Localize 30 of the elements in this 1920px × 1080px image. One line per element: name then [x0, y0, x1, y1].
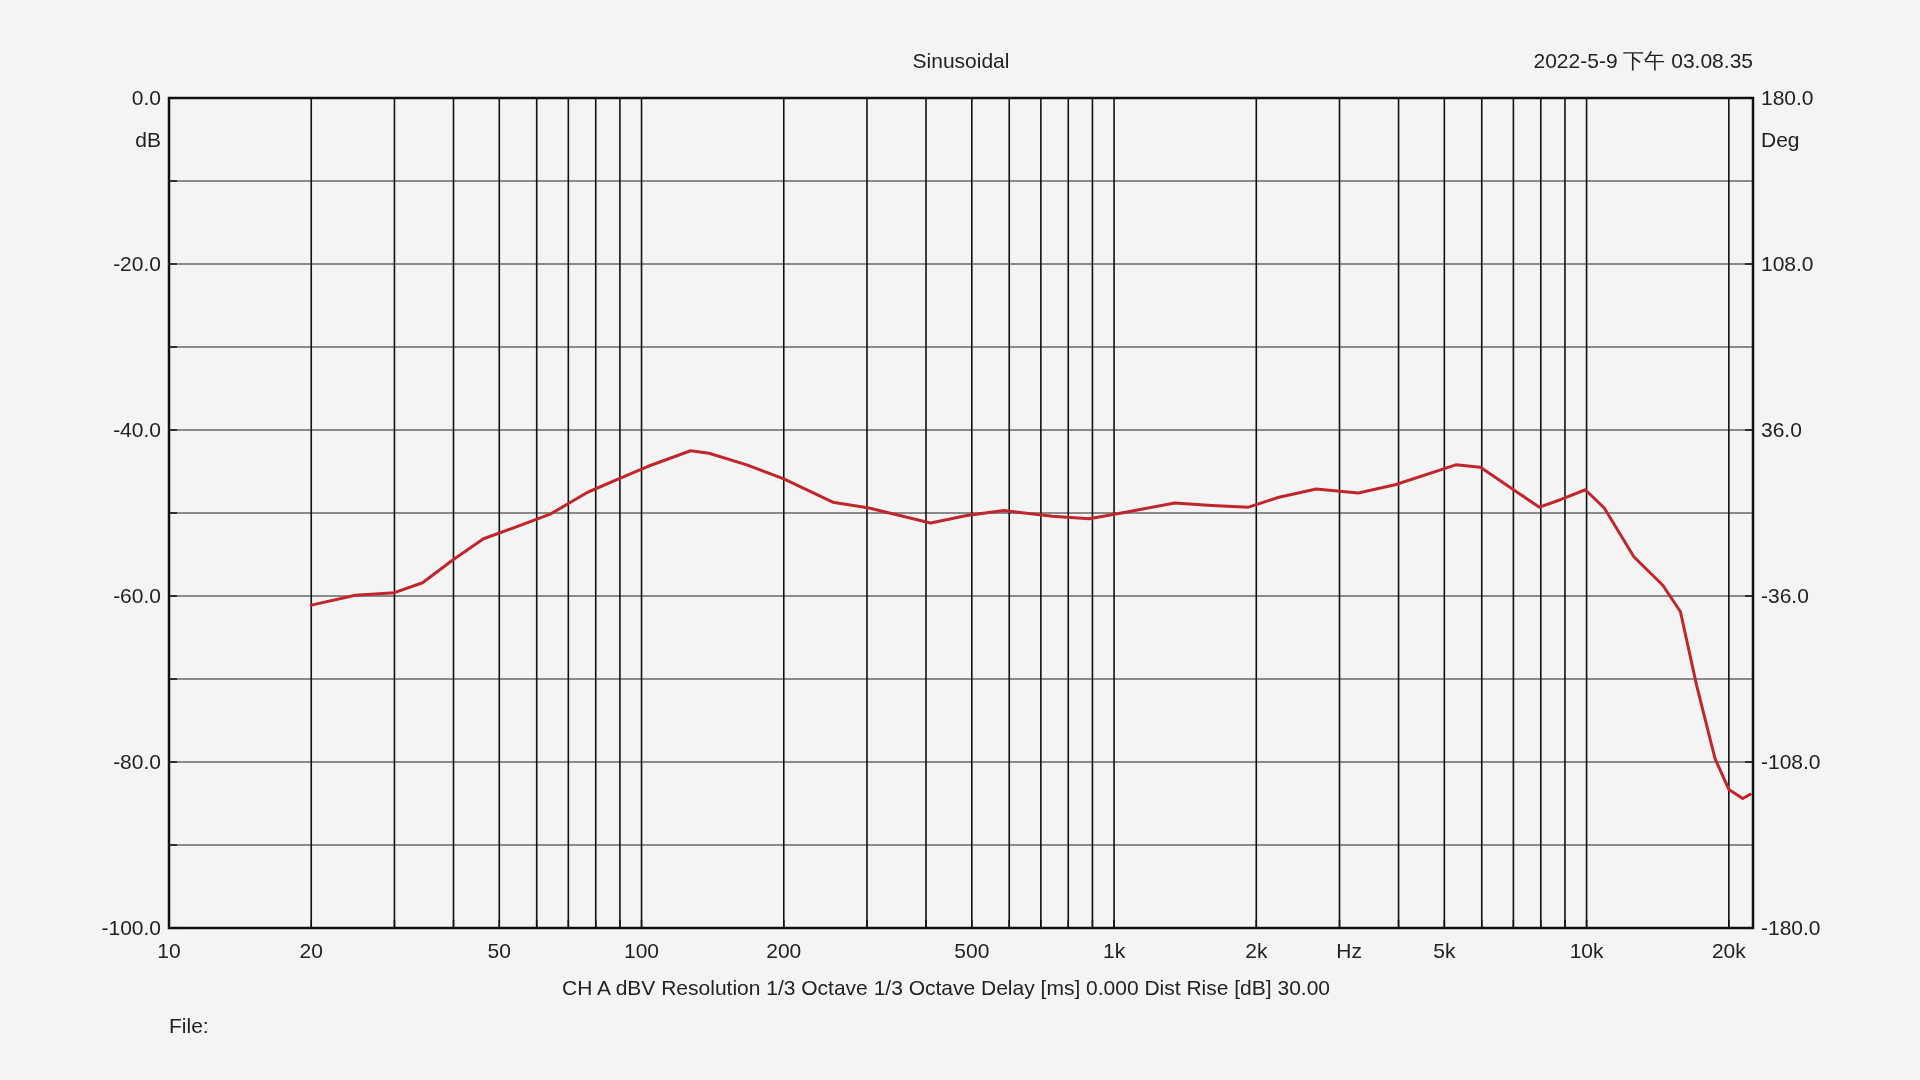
text: CH A dBV Resolution 1/3 Octave 1/3 Octave Delay [ms] 0.000 Dist Rise [dB] 30.00 — [561, 976, 1331, 999]
y-tick-label: -60.0 — [113, 584, 161, 607]
y-tick-label: -100.0 — [101, 916, 161, 939]
y2-tick-label: -108.0 — [1761, 750, 1821, 773]
x-tick-label: 5k — [1433, 939, 1456, 962]
y2-tick-label: -180.0 — [1761, 916, 1821, 939]
x-tick-label: 20 — [299, 939, 323, 962]
y-tick-label: -80.0 — [113, 750, 161, 773]
y2-tick-label: 180.0 — [1761, 86, 1814, 109]
y-tick-label: -20.0 — [113, 252, 161, 275]
y-tick-label: 0.0 — [131, 86, 161, 109]
text: 2022-5-9 下午 03.08.35 — [1533, 49, 1753, 72]
x-tick-label: 500 — [954, 939, 990, 962]
y-axis-title: dB — [135, 127, 161, 151]
x-tick-label: 1k — [1102, 939, 1126, 962]
x-tick-label: 10 — [157, 939, 181, 962]
y-tick-label: -40.0 — [113, 418, 161, 441]
x-tick-label: 200 — [766, 939, 802, 962]
x-tick-label: 10k — [1569, 939, 1605, 962]
y2-tick-label: 108.0 — [1761, 252, 1814, 275]
y2-tick-label: 36.0 — [1761, 418, 1802, 441]
x-tick-label: 50 — [487, 939, 511, 962]
y2-axis-title: Deg — [1761, 127, 1800, 151]
x-tick-label: 20k — [1711, 939, 1747, 962]
x-axis-title: Hz — [1336, 939, 1362, 962]
chart-title: Sinusoidal — [912, 49, 1010, 72]
x-tick-label: 2k — [1245, 939, 1268, 962]
x-tick-label: 100 — [624, 939, 660, 962]
text: File: — [169, 1014, 209, 1037]
y2-tick-label: -36.0 — [1761, 584, 1809, 607]
